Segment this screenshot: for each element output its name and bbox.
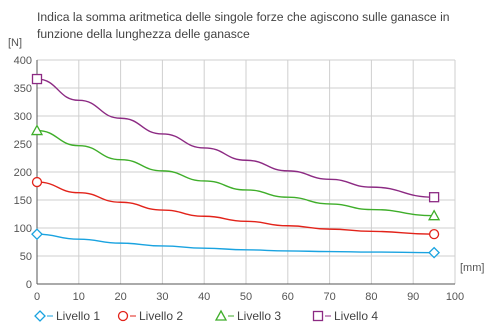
chart-title-line-1: Indica la somma aritmetica delle singole… (37, 10, 450, 24)
y-tick-label: 200 (14, 167, 32, 179)
legend-marker-livello-4 (312, 310, 324, 322)
y-tick-label: 350 (14, 83, 32, 95)
y-tick-label: 400 (14, 55, 32, 67)
x-tick-label: 40 (198, 291, 210, 303)
x-tick-label: 50 (240, 291, 252, 303)
data-point-start-livello-3 (30, 124, 44, 136)
series-line-livello-1 (36, 233, 435, 254)
series-line-livello-4 (36, 78, 435, 198)
series-line-livello-3 (36, 129, 435, 217)
data-point-end-livello-4 (428, 192, 440, 203)
x-tick-label: 10 (73, 291, 85, 303)
axes: 0 50 100 150 200 250 300 350 400 0 10 20 30 40 50 60 70 8… (8, 37, 484, 303)
legend-marker-livello-2 (117, 310, 129, 322)
data-point-start-livello-1 (31, 228, 43, 241)
data-point-end-livello-3 (427, 209, 441, 221)
y-tick-label: 150 (14, 195, 32, 207)
legend-label-livello-4: Livello 4 (334, 309, 378, 323)
legend: Livello 1 Livello 2 Livello 3 Livello 4 (34, 309, 378, 323)
x-tick-label: 60 (282, 291, 294, 303)
legend-marker-livello-3 (214, 309, 228, 321)
series-group (30, 73, 441, 259)
y-tick-label: 250 (14, 139, 32, 151)
x-tick-label: 80 (365, 291, 377, 303)
chart-title-line-2: funzione della lunghezza delle ganasce (37, 27, 250, 41)
x-tick-label: 20 (114, 291, 126, 303)
legend-label-livello-2: Livello 2 (139, 309, 183, 323)
data-point-start-livello-2 (31, 176, 43, 188)
y-axis-label: [N] (8, 37, 22, 49)
series-line-livello-2 (36, 181, 435, 235)
data-point-end-livello-1 (428, 246, 441, 259)
x-tick-label: 70 (323, 291, 335, 303)
data-point-start-livello-4 (31, 73, 43, 85)
legend-label-livello-3: Livello 3 (237, 309, 281, 323)
y-tick-label: 50 (20, 251, 32, 263)
legend-marker-livello-1 (34, 310, 46, 322)
y-tick-label: 300 (14, 111, 32, 123)
x-tick-label: 0 (34, 291, 40, 303)
x-tick-label: 100 (446, 291, 464, 303)
y-tick-label: 0 (26, 279, 32, 291)
x-axis-label: [mm] (460, 262, 484, 274)
data-point-end-livello-2 (428, 229, 440, 240)
y-tick-label: 100 (14, 223, 32, 235)
x-tick-label: 30 (156, 291, 168, 303)
x-tick-label: 90 (407, 291, 419, 303)
legend-label-livello-1: Livello 1 (56, 309, 100, 323)
